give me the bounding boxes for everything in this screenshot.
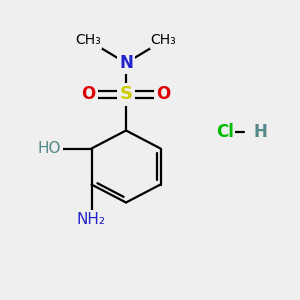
Text: H: H bbox=[254, 123, 267, 141]
Text: S: S bbox=[119, 85, 133, 103]
Text: Cl: Cl bbox=[216, 123, 234, 141]
Text: CH₃: CH₃ bbox=[76, 34, 101, 47]
Text: HO: HO bbox=[38, 141, 61, 156]
Text: O: O bbox=[81, 85, 96, 103]
Text: O: O bbox=[156, 85, 171, 103]
Text: N: N bbox=[119, 54, 133, 72]
Text: CH₃: CH₃ bbox=[151, 34, 176, 47]
Text: NH₂: NH₂ bbox=[77, 212, 106, 226]
